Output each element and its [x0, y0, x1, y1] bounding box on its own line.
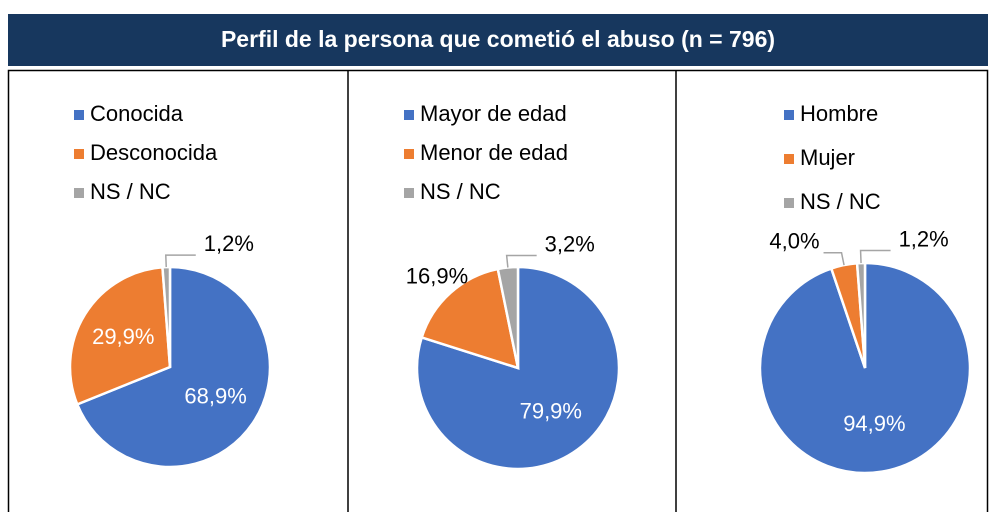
legend-marker: [74, 188, 84, 198]
legend-marker: [74, 110, 84, 120]
legend-label: NS / NC: [420, 179, 501, 204]
data-label: 1,2%: [204, 231, 254, 256]
legend-marker: [404, 110, 414, 120]
legend-label: Mujer: [800, 145, 855, 170]
legend-label: NS / NC: [90, 179, 171, 204]
pie-slice: [855, 261, 867, 369]
header-bar: [8, 14, 988, 66]
legend-label: Menor de edad: [420, 140, 568, 165]
legend-label: Conocida: [90, 101, 184, 126]
leader-line: [505, 254, 537, 268]
pie-slice: [420, 267, 520, 370]
data-label: 79,9%: [520, 399, 582, 424]
legend-marker: [784, 154, 794, 164]
panel-frame: [7, 69, 989, 512]
leader-line: [859, 249, 891, 264]
pie-slice: [75, 265, 272, 469]
legend-label: Hombre: [800, 101, 878, 126]
legend-marker: [784, 198, 794, 208]
chart-title: Perfil de la persona que cometió el abus…: [221, 26, 775, 52]
data-label: 3,2%: [545, 231, 595, 256]
legend-marker: [404, 149, 414, 159]
data-label: 1,2%: [899, 226, 949, 251]
legend-label: Mayor de edad: [420, 101, 567, 126]
pie-slice: [496, 265, 520, 369]
pie-slice: [68, 265, 172, 407]
data-label: 16,9%: [406, 264, 468, 289]
legend-marker: [404, 188, 414, 198]
data-label: 29,9%: [92, 324, 154, 349]
leader-line: [823, 252, 845, 266]
legend-marker: [74, 149, 84, 159]
data-label: 4,0%: [769, 229, 819, 254]
leader-line: [164, 254, 196, 268]
data-label: 94,9%: [843, 411, 905, 436]
legend-label: NS / NC: [800, 189, 881, 214]
legend-label: Desconocida: [90, 140, 218, 165]
data-label: 68,9%: [184, 384, 246, 409]
legend-marker: [784, 110, 794, 120]
